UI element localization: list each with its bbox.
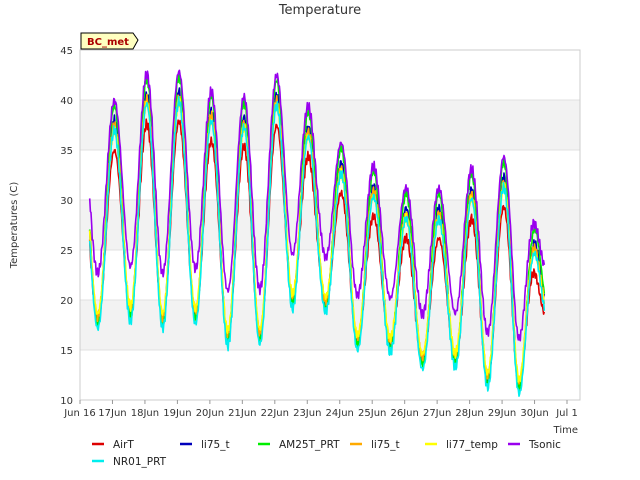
- x-tick-label: 17Jun: [98, 408, 126, 419]
- x-tick-label: 29Jun: [488, 408, 516, 419]
- x-tick-label: Jul 1: [555, 408, 578, 419]
- x-tick-label: 25Jun: [358, 408, 386, 419]
- x-tick-label: 30Jun: [520, 408, 548, 419]
- series-line-nr01-prt: [88, 95, 546, 397]
- y-axis-title: Temperatures (C): [9, 182, 20, 270]
- station-badge-box: [80, 32, 139, 50]
- x-tick-label: 28Jun: [455, 408, 483, 419]
- grid-band: [80, 100, 580, 150]
- station-badge: BC_met: [80, 32, 139, 50]
- x-tick-label: 20Jun: [196, 408, 224, 419]
- legend-item: AirT: [92, 439, 134, 451]
- plot-frame: [79, 49, 581, 401]
- legend-label: li75_t: [201, 439, 230, 451]
- chart-title: Temperature: [278, 3, 361, 18]
- x-axis-title: Time: [553, 425, 578, 436]
- series-layer: [88, 69, 546, 397]
- legend-label: li77_temp: [446, 439, 498, 451]
- x-tick-label: 23Jun: [293, 408, 321, 419]
- legend-label: AirT: [113, 439, 134, 451]
- grid-band: [80, 300, 580, 350]
- x-tick-label: 24Jun: [326, 408, 354, 419]
- legend-item: li77_temp: [425, 439, 498, 451]
- legend-item: NR01_PRT: [92, 456, 167, 468]
- y-tick-label: 20: [60, 296, 73, 307]
- legend-label: AM25T_PRT: [279, 439, 340, 451]
- y-tick-label: 15: [60, 346, 73, 357]
- legend-item: AM25T_PRT: [258, 439, 340, 451]
- x-tick-label: 21Jun: [228, 408, 256, 419]
- y-tick-label: 10: [60, 396, 73, 407]
- series-line-tsonic: [88, 69, 546, 342]
- y-tick-label: 45: [60, 46, 73, 57]
- x-tick-label: 18Jun: [131, 408, 159, 419]
- legend-item: li75_t: [180, 439, 230, 451]
- y-tick-label: 30: [60, 196, 73, 207]
- x-tick-label: 26Jun: [390, 408, 418, 419]
- y-tick-label: 25: [60, 246, 73, 257]
- legend: AirT li75_t AM25T_PRT li75_t li77_temp Tsonic…: [92, 439, 561, 468]
- legend-label: li75_t: [371, 439, 400, 451]
- legend-label: Tsonic: [528, 439, 561, 451]
- x-tick-label: 27Jun: [423, 408, 451, 419]
- station-badge-label: BC_met: [87, 37, 129, 48]
- x-axis-ticks: Jun 16 17Jun 18Jun 19Jun 20Jun 21Jun 22Jun 23Ju…: [63, 400, 578, 419]
- x-tick-label: 22Jun: [261, 408, 289, 419]
- y-tick-label: 40: [60, 96, 73, 107]
- legend-item: li75_t: [350, 439, 400, 451]
- legend-label: NR01_PRT: [113, 456, 167, 468]
- x-tick-label: Jun 16: [63, 408, 96, 419]
- legend-item: Tsonic: [508, 439, 561, 451]
- x-tick-label: 19Jun: [163, 408, 191, 419]
- y-tick-label: 35: [60, 146, 73, 157]
- y-axis-ticks: 10 15 20 25 30 35 40 45: [60, 46, 73, 407]
